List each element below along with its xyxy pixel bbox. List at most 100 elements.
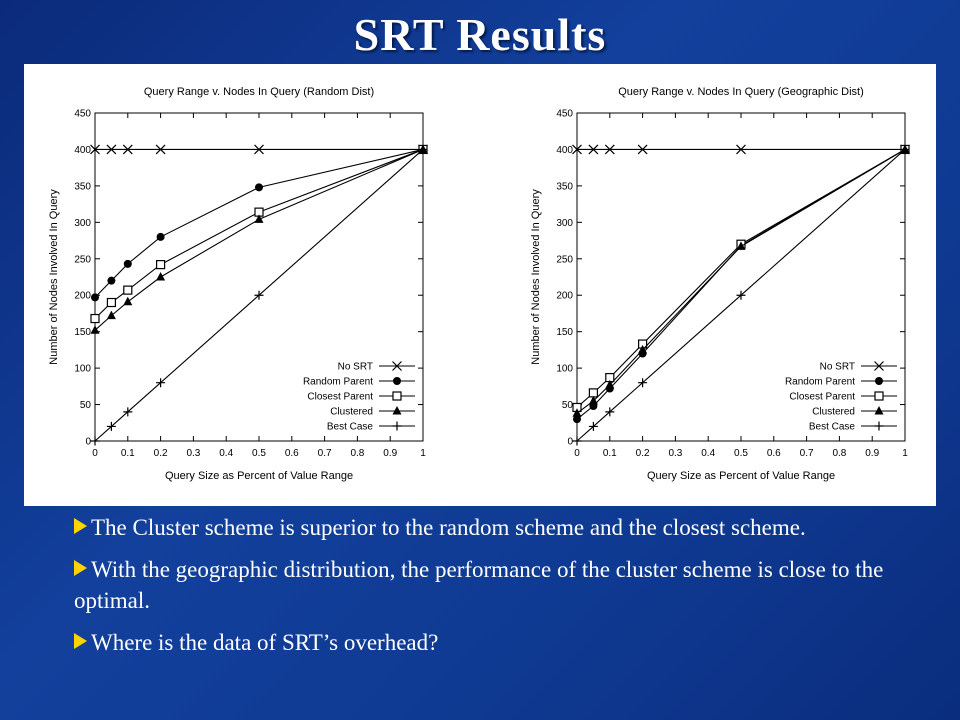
y-tick-label: 100 xyxy=(556,364,573,375)
data-point xyxy=(156,272,166,281)
data-point xyxy=(106,297,117,308)
x-tick-label: 0.6 xyxy=(767,448,781,459)
data-point xyxy=(90,325,100,334)
series-line xyxy=(576,148,906,408)
y-tick-label: 450 xyxy=(556,109,573,120)
legend-marker xyxy=(875,377,883,385)
x-tick-label: 0.7 xyxy=(800,448,814,459)
bullet-item: With the geographic distribution, the pe… xyxy=(74,554,914,616)
series-line xyxy=(576,148,906,420)
legend-label: Clustered xyxy=(330,407,373,418)
legend-marker xyxy=(392,421,402,431)
x-tick-label: 0.5 xyxy=(734,448,748,459)
data-point xyxy=(572,144,582,155)
series-line xyxy=(94,148,424,298)
x-tick-label: 0.5 xyxy=(252,448,266,459)
y-tick-label: 50 xyxy=(80,400,92,411)
y-tick-label: 200 xyxy=(74,291,91,302)
chart-title: Query Range v. Nodes In Query (Geographi… xyxy=(618,86,864,98)
series-clustered xyxy=(572,144,910,417)
x-tick-label: 1 xyxy=(902,448,908,459)
legend-label: Closest Parent xyxy=(307,392,373,403)
data-point xyxy=(900,144,910,154)
arrow-bullet-icon xyxy=(74,633,87,649)
legend-label: Best Case xyxy=(809,422,856,433)
legend-marker xyxy=(393,377,401,385)
slide-title: SRT Results xyxy=(353,9,607,60)
y-tick-label: 150 xyxy=(74,327,91,338)
data-point xyxy=(736,290,746,300)
data-point xyxy=(588,395,598,405)
series-best-case xyxy=(572,144,910,446)
y-tick-label: 200 xyxy=(556,291,573,302)
data-point xyxy=(106,421,116,431)
legend: No SRT Random Parent Closest Parent Cluster… xyxy=(303,361,415,433)
data-point xyxy=(255,183,263,192)
x-tick-label: 0.1 xyxy=(603,448,617,459)
chart-random-dist: Query Range v. Nodes In Query (Random Di… xyxy=(48,86,428,482)
data-point xyxy=(123,285,133,295)
bullet-text: The Cluster scheme is superior to the ra… xyxy=(91,515,806,540)
data-point xyxy=(90,313,100,324)
series-line xyxy=(576,148,906,414)
data-point xyxy=(254,214,264,223)
legend-marker xyxy=(874,361,884,371)
series-random-parent xyxy=(573,145,909,424)
chart-geographic-dist: Query Range v. Nodes In Query (Geographi… xyxy=(530,86,910,482)
data-point xyxy=(254,290,264,300)
data-point xyxy=(588,388,599,398)
data-point xyxy=(90,436,100,446)
data-point xyxy=(588,144,599,155)
bullet-list: The Cluster scheme is superior to the ra… xyxy=(74,512,914,669)
bullet-item: Where is the data of SRT’s overhead? xyxy=(74,627,914,658)
y-tick-label: 400 xyxy=(556,145,573,156)
y-tick-label: 0 xyxy=(567,437,573,448)
series-closest-parent xyxy=(572,144,910,413)
data-point xyxy=(605,379,615,389)
x-tick-label: 0.2 xyxy=(154,448,168,459)
data-point xyxy=(106,144,117,155)
bullet-item: The Cluster scheme is superior to the ra… xyxy=(74,512,914,543)
y-tick-label: 50 xyxy=(562,400,574,411)
figure-panel: Query Range v. Nodes In Query (Random Di… xyxy=(24,64,936,506)
x-tick-label: 0.9 xyxy=(383,448,397,459)
x-tick-label: 1 xyxy=(420,448,426,459)
legend-label: Clustered xyxy=(812,407,855,418)
legend-label: Random Parent xyxy=(785,377,855,388)
data-point xyxy=(90,144,100,155)
y-tick-label: 0 xyxy=(85,437,91,448)
data-point xyxy=(605,407,615,417)
y-tick-label: 400 xyxy=(74,145,91,156)
data-point xyxy=(155,144,166,155)
data-point xyxy=(123,296,133,306)
data-point xyxy=(638,344,648,354)
data-point xyxy=(156,232,165,241)
data-point xyxy=(588,421,598,431)
data-point xyxy=(637,144,648,155)
legend-label: No SRT xyxy=(338,362,373,373)
legend-label: Best Case xyxy=(327,422,374,433)
legend-marker xyxy=(392,391,402,401)
chart-title: Query Range v. Nodes In Query (Random Di… xyxy=(144,86,374,98)
legend-marker xyxy=(392,406,402,415)
series-line xyxy=(576,149,906,442)
series-random-parent xyxy=(91,145,427,302)
y-tick-label: 350 xyxy=(556,181,573,192)
data-point xyxy=(572,408,582,417)
y-axis-label: Number of Nodes Involved In Query xyxy=(530,189,542,365)
arrow-bullet-icon xyxy=(74,518,87,534)
plot-frame xyxy=(576,112,906,442)
data-point xyxy=(604,144,615,155)
data-point xyxy=(107,276,116,285)
legend-marker xyxy=(874,421,884,431)
x-tick-label: 0.9 xyxy=(865,448,879,459)
legend: No SRT Random Parent Closest Parent Cluster… xyxy=(785,361,897,433)
legend-label: Random Parent xyxy=(303,377,373,388)
data-point xyxy=(156,260,166,270)
x-tick-label: 0.3 xyxy=(668,448,682,459)
legend-marker xyxy=(392,361,402,371)
x-tick-label: 0.3 xyxy=(186,448,200,459)
data-point xyxy=(736,144,746,155)
x-tick-label: 0.1 xyxy=(121,448,135,459)
legend-marker xyxy=(874,406,884,415)
